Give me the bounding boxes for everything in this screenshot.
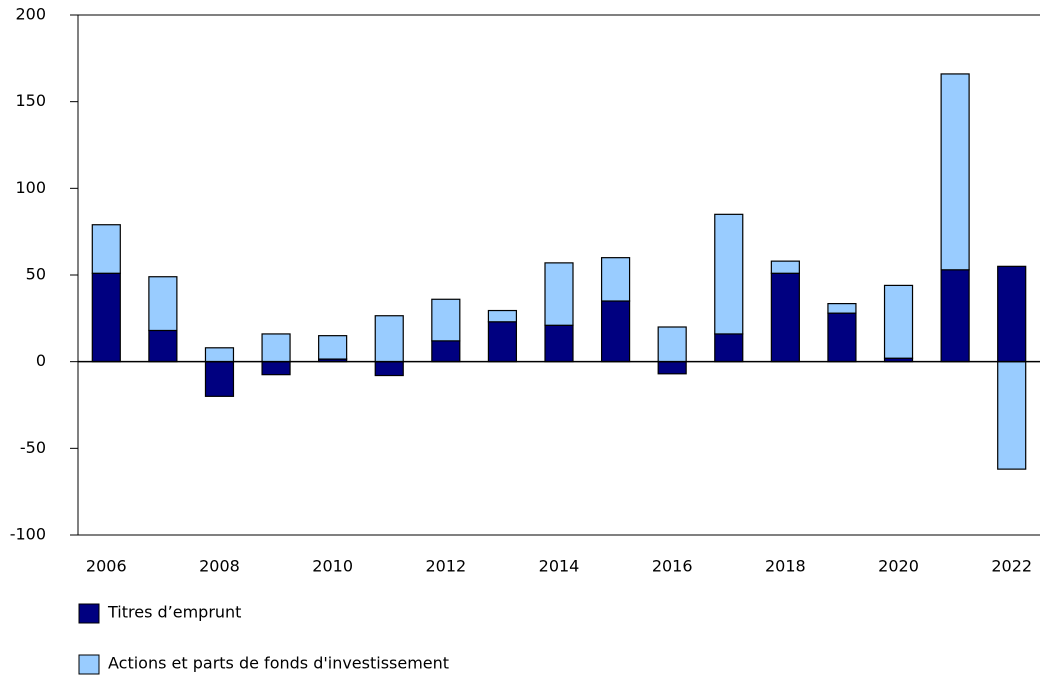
bar (997, 265, 1027, 363)
bar (940, 73, 970, 271)
y-tick-label: -100 (10, 525, 46, 544)
bar (657, 361, 687, 375)
bar (204, 347, 235, 363)
y-tick-label: 100 (15, 178, 46, 197)
y-tick-label: 200 (15, 5, 46, 24)
bar (487, 321, 518, 363)
bar (374, 361, 404, 377)
bar (600, 300, 631, 363)
x-tick-label: 2010 (312, 557, 353, 576)
bar (204, 361, 235, 397)
bar (827, 312, 857, 363)
legend-label: Titres d’emprunt (107, 603, 241, 622)
bar (318, 335, 348, 360)
bar (600, 257, 631, 302)
legend-swatch (78, 654, 100, 675)
bar (261, 361, 291, 376)
bar (431, 340, 461, 363)
bar (148, 276, 178, 332)
x-tick-label: 2020 (878, 557, 919, 576)
y-tick-label: 50 (26, 265, 46, 284)
bar (487, 309, 518, 323)
bar (261, 333, 291, 363)
bar (770, 260, 800, 274)
bar (657, 326, 687, 363)
x-tick-label: 2018 (765, 557, 806, 576)
x-tick-label: 2016 (652, 557, 693, 576)
bar (997, 361, 1027, 470)
bar (431, 298, 461, 342)
bar (91, 272, 121, 363)
legend-label: Actions et parts de fonds d'investisseme… (108, 654, 449, 673)
bar (883, 284, 914, 359)
bar (940, 269, 970, 363)
bar (148, 329, 178, 363)
x-tick-label: 2006 (86, 557, 127, 576)
bar (544, 324, 574, 363)
y-tick-label: 150 (15, 91, 46, 110)
bar (770, 272, 800, 363)
bar (827, 303, 857, 314)
bar (714, 333, 744, 363)
legend-swatch (78, 603, 100, 624)
bar (91, 224, 121, 274)
x-tick-label: 2022 (991, 557, 1032, 576)
bar (544, 262, 574, 326)
x-tick-label: 2012 (425, 557, 466, 576)
bar (714, 213, 744, 335)
x-tick-label: 2008 (199, 557, 240, 576)
bar (374, 315, 404, 363)
x-tick-label: 2014 (539, 557, 580, 576)
y-tick-label: -50 (20, 438, 46, 457)
y-tick-label: 0 (36, 351, 46, 370)
